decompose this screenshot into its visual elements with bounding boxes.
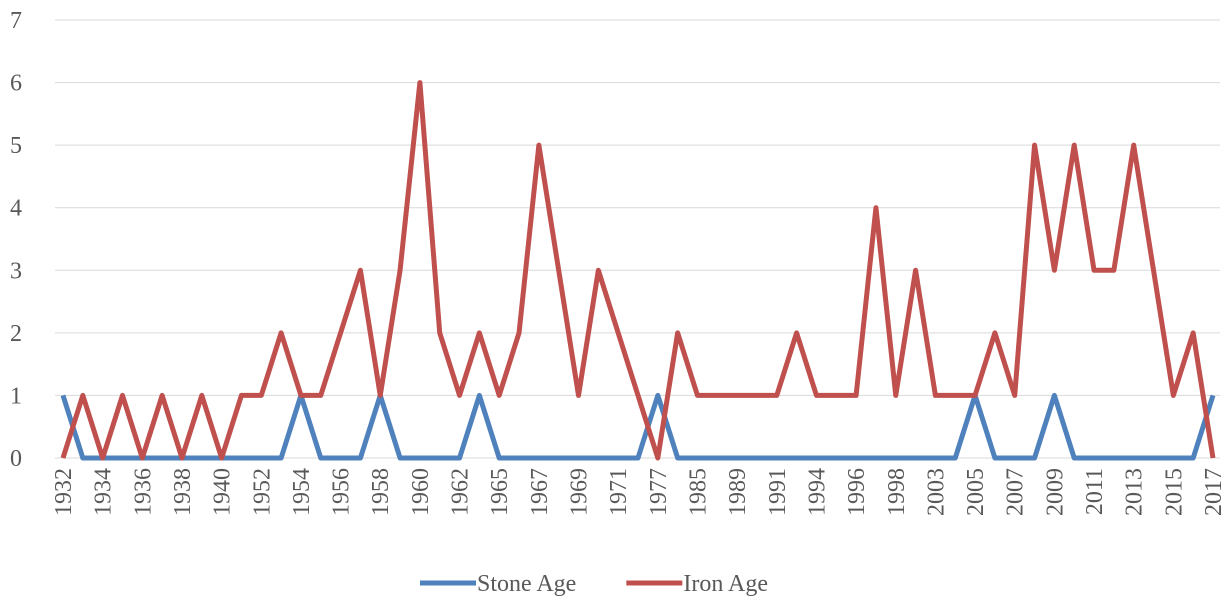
x-tick-label: 2013 bbox=[1122, 468, 1148, 516]
x-tick-label: 1969 bbox=[567, 468, 593, 516]
x-tick-label: 1940 bbox=[210, 468, 236, 516]
x-tick-label: 2009 bbox=[1042, 468, 1068, 516]
y-tick-label: 1 bbox=[10, 383, 22, 409]
x-tick-label: 1958 bbox=[368, 468, 394, 516]
y-tick-label: 4 bbox=[10, 196, 22, 222]
x-tick-label: 1938 bbox=[170, 468, 196, 516]
y-tick-label: 0 bbox=[10, 446, 22, 472]
x-tick-label: 2007 bbox=[1003, 468, 1029, 516]
x-tick-label: 1965 bbox=[487, 468, 513, 516]
y-tick-label: 6 bbox=[10, 71, 22, 97]
x-tick-label: 1960 bbox=[408, 468, 434, 516]
legend-label: Stone Age bbox=[477, 571, 576, 597]
x-tick-label: 1994 bbox=[804, 468, 830, 516]
x-tick-label: 1996 bbox=[844, 468, 870, 516]
y-tick-label: 2 bbox=[10, 321, 22, 347]
legend-label: Iron Age bbox=[683, 571, 768, 597]
x-tick-label: 1998 bbox=[884, 468, 910, 516]
x-tick-label: 2017 bbox=[1201, 468, 1225, 516]
y-tick-label: 5 bbox=[10, 133, 22, 159]
line-series bbox=[60, 80, 1216, 461]
x-tick-label: 1936 bbox=[130, 468, 156, 516]
x-tick-label: 1962 bbox=[448, 468, 474, 516]
x-tick-label: 1954 bbox=[289, 468, 315, 516]
x-tick-label: 1989 bbox=[725, 468, 751, 516]
line-series bbox=[60, 392, 1216, 461]
x-tick-label: 1971 bbox=[606, 468, 632, 516]
x-tick-label: 2005 bbox=[963, 468, 989, 516]
x-tick-label: 2003 bbox=[923, 468, 949, 516]
x-tick-label: 2011 bbox=[1082, 468, 1108, 515]
y-tick-label: 3 bbox=[10, 258, 22, 284]
x-tick-label: 2015 bbox=[1161, 468, 1187, 516]
y-tick-label: 7 bbox=[10, 8, 22, 34]
x-tick-label: 1952 bbox=[249, 468, 275, 516]
x-tick-label: 1991 bbox=[765, 468, 791, 516]
x-tick-label: 1956 bbox=[329, 468, 355, 516]
x-tick-label: 1985 bbox=[685, 468, 711, 516]
x-tick-label: 1967 bbox=[527, 468, 553, 516]
x-tick-label: 1977 bbox=[646, 468, 672, 516]
x-tick-label: 1934 bbox=[91, 468, 117, 516]
x-tick-label: 1932 bbox=[51, 468, 77, 516]
